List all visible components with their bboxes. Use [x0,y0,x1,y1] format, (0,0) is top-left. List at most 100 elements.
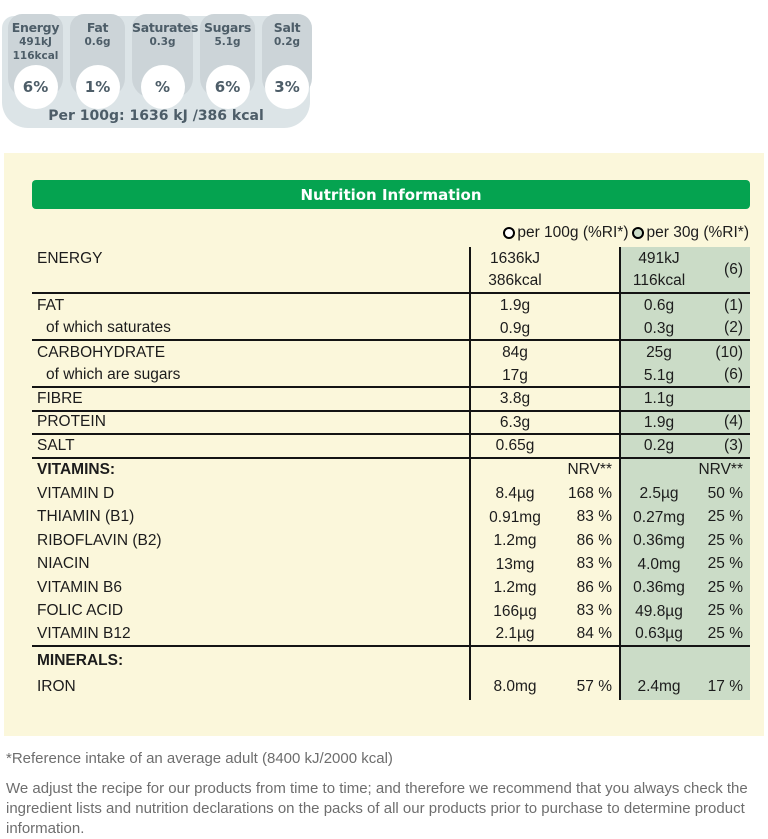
front-of-pack-label: Per 100g: 1636 kJ /386 kcal Energy 491kJ… [0,6,314,132]
table-row: VITAMINS: NRV** NRV** [32,458,750,482]
per-30g-nrv: 25 % [707,555,743,573]
badge-amount: 0.6g [84,36,111,48]
per-100g-cell: 13mg 83 % [469,552,619,576]
recipe-disclaimer: We adjust the recipe for our products fr… [6,779,748,837]
per-30g-cell: 0.27mg 25 % [619,505,750,529]
radio-icon[interactable] [632,227,645,239]
per-30g-cell: 0.6g (1) [619,294,750,318]
fop-badge: Salt 0.2g 3% [262,14,312,109]
table-row: MINERALS: [32,646,750,675]
badge-amount: 0.2g [273,36,301,48]
per-100g-nrv: 83 % [576,508,612,526]
column-toggle[interactable]: per 30g (%RI*) [632,224,749,242]
per-100g-amount: 1.2mg [493,579,537,597]
footnotes: *Reference intake of an average adult (8… [6,749,760,839]
per-30g-cell: 1.1g [619,388,750,410]
row-label: CARBOHYDRATE [37,343,166,361]
table-row: CARBOHYDRATE 84g 25g (10) [32,341,750,365]
row-label: VITAMIN B12 [37,624,131,642]
reference-intake-note: *Reference intake of an average adult (8… [6,750,393,767]
per-100g-cell: 84g [469,341,619,365]
per-30g-nrv: 50 % [707,484,743,502]
per-30g-cell: 0.36mg 25 % [619,529,750,553]
per-100g-nrv: 168 % [568,484,612,502]
row-label: of which are sugars [46,366,181,384]
per-30g-nrv: (6) [724,260,743,278]
row-label: PROTEIN [37,413,106,431]
per-30g-nrv: 25 % [707,624,743,642]
per-30g-cell: 4.0mg 25 % [619,552,750,576]
per-30g-amount: 2.4mg [637,678,681,696]
per-100g-nrv: 57 % [576,678,612,695]
badge-percent-circle: 1% [75,65,120,109]
column-toggle[interactable]: per 100g (%RI*) [503,224,628,242]
table-row: of which are sugars 17g 5.1g (6) [32,364,750,388]
per-30g-cell: 1.9g (4) [619,411,750,433]
badge-percent-circle: 6% [205,65,250,109]
fop-badge: Fat 0.6g 1% [70,14,125,109]
per-100g-cell: 3.8g [469,388,619,410]
per-30g-nrv: (6) [724,366,743,384]
per-100g-cell: 17g [469,364,619,386]
per-100g-amount: 3.8g [499,390,531,408]
per-30g-nrv: (3) [724,436,743,454]
per-100g-cell [469,646,619,675]
per-30g-amount: 0.27mg [633,508,685,526]
per-100g-cell: 166µg 83 % [469,599,619,623]
column-toggle-label: per 100g (%RI*) [517,224,629,241]
row-label: VITAMINS: [37,461,116,479]
row-label: of which saturates [46,319,171,337]
radio-icon[interactable] [503,227,516,239]
per-30g-cell: 0.2g (3) [619,435,750,457]
per-30g-amount: 491kJ 116kcal [632,250,686,289]
per-100g-amount: 0.91mg [489,508,541,526]
per-30g-cell [619,646,750,675]
row-label: VITAMIN B6 [37,578,122,596]
nutrition-title-bar: Nutrition Information [32,180,750,209]
per-100g-amount: 6.3g [499,413,531,431]
badge-nutrient-label: Saturates [132,20,199,35]
table-row: VITAMIN B6 1.2mg 86 % 0.36mg 25 % [32,576,750,600]
table-row: THIAMIN (B1) 0.91mg 83 % 0.27mg 25 % [32,505,750,529]
badge-percent-circle: % [140,65,185,109]
row-label: THIAMIN (B1) [37,508,135,526]
per-30g-cell: 5.1g (6) [619,364,750,386]
per-100g-cell: 8.0mg 57 % [469,674,619,700]
table-row: RIBOFLAVIN (B2) 1.2mg 86 % 0.36mg 25 % [32,529,750,553]
per-30g-amount: 2.5µg [639,485,679,503]
per-100g-cell: 1636kJ 386kcal [469,247,619,292]
fop-badge: Energy 491kJ 116kcal 6% [8,14,63,109]
per-100g-cell: 0.91mg 83 % [469,505,619,529]
per-100g-amount: 17g [502,366,528,384]
per-30g-amount: 4.0mg [637,555,681,573]
per-100g-amount: 0.65g [495,437,535,455]
per-30g-amount: 1.1g [643,390,675,408]
row-label: FIBRE [37,389,83,407]
per-30g-nrv: (2) [724,319,743,337]
per-30g-cell: 0.36mg 25 % [619,576,750,600]
per-100g-nrv: 83 % [576,602,612,620]
per-30g-cell: 25g (10) [619,341,750,365]
column-toggle-group: per 100g (%RI*) per 30g (%RI*) [32,221,750,245]
per-30g-nrv: 25 % [707,531,743,549]
per-30g-nrv: 25 % [707,508,743,526]
table-row: FIBRE 3.8g 1.1g [32,388,750,412]
badge-nutrient-label: Sugars [203,20,252,35]
row-label: MINERALS: [37,651,124,669]
fop-per100-line: Per 100g: 1636 kJ /386 kcal [48,108,264,124]
fop-badges-row: Energy 491kJ 116kcal 6% Fat 0.6g 1% Satur… [8,14,312,109]
table-row: SALT 0.65g 0.2g (3) [32,435,750,459]
per-100g-nrv: 84 % [576,624,612,642]
row-label: IRON [37,678,76,695]
per-100g-nrv: 86 % [576,531,612,549]
table-row: VITAMIN B12 2.1µg 84 % 0.63µg 25 % [32,623,750,647]
per-30g-amount: 1.9g [643,413,675,431]
per-100g-cell: 1.2mg 86 % [469,529,619,553]
badge-percent-circle: 3% [265,65,309,109]
per-30g-cell: 0.3g (2) [619,317,750,339]
per-30g-nrv: NRV** [698,461,743,479]
badge-nutrient-label: Fat [86,20,109,35]
per-30g-cell: 491kJ 116kcal (6) [619,247,750,292]
per-30g-amount: 0.36mg [633,579,685,597]
badge-amount: 491kJ 116kcal [12,36,59,62]
